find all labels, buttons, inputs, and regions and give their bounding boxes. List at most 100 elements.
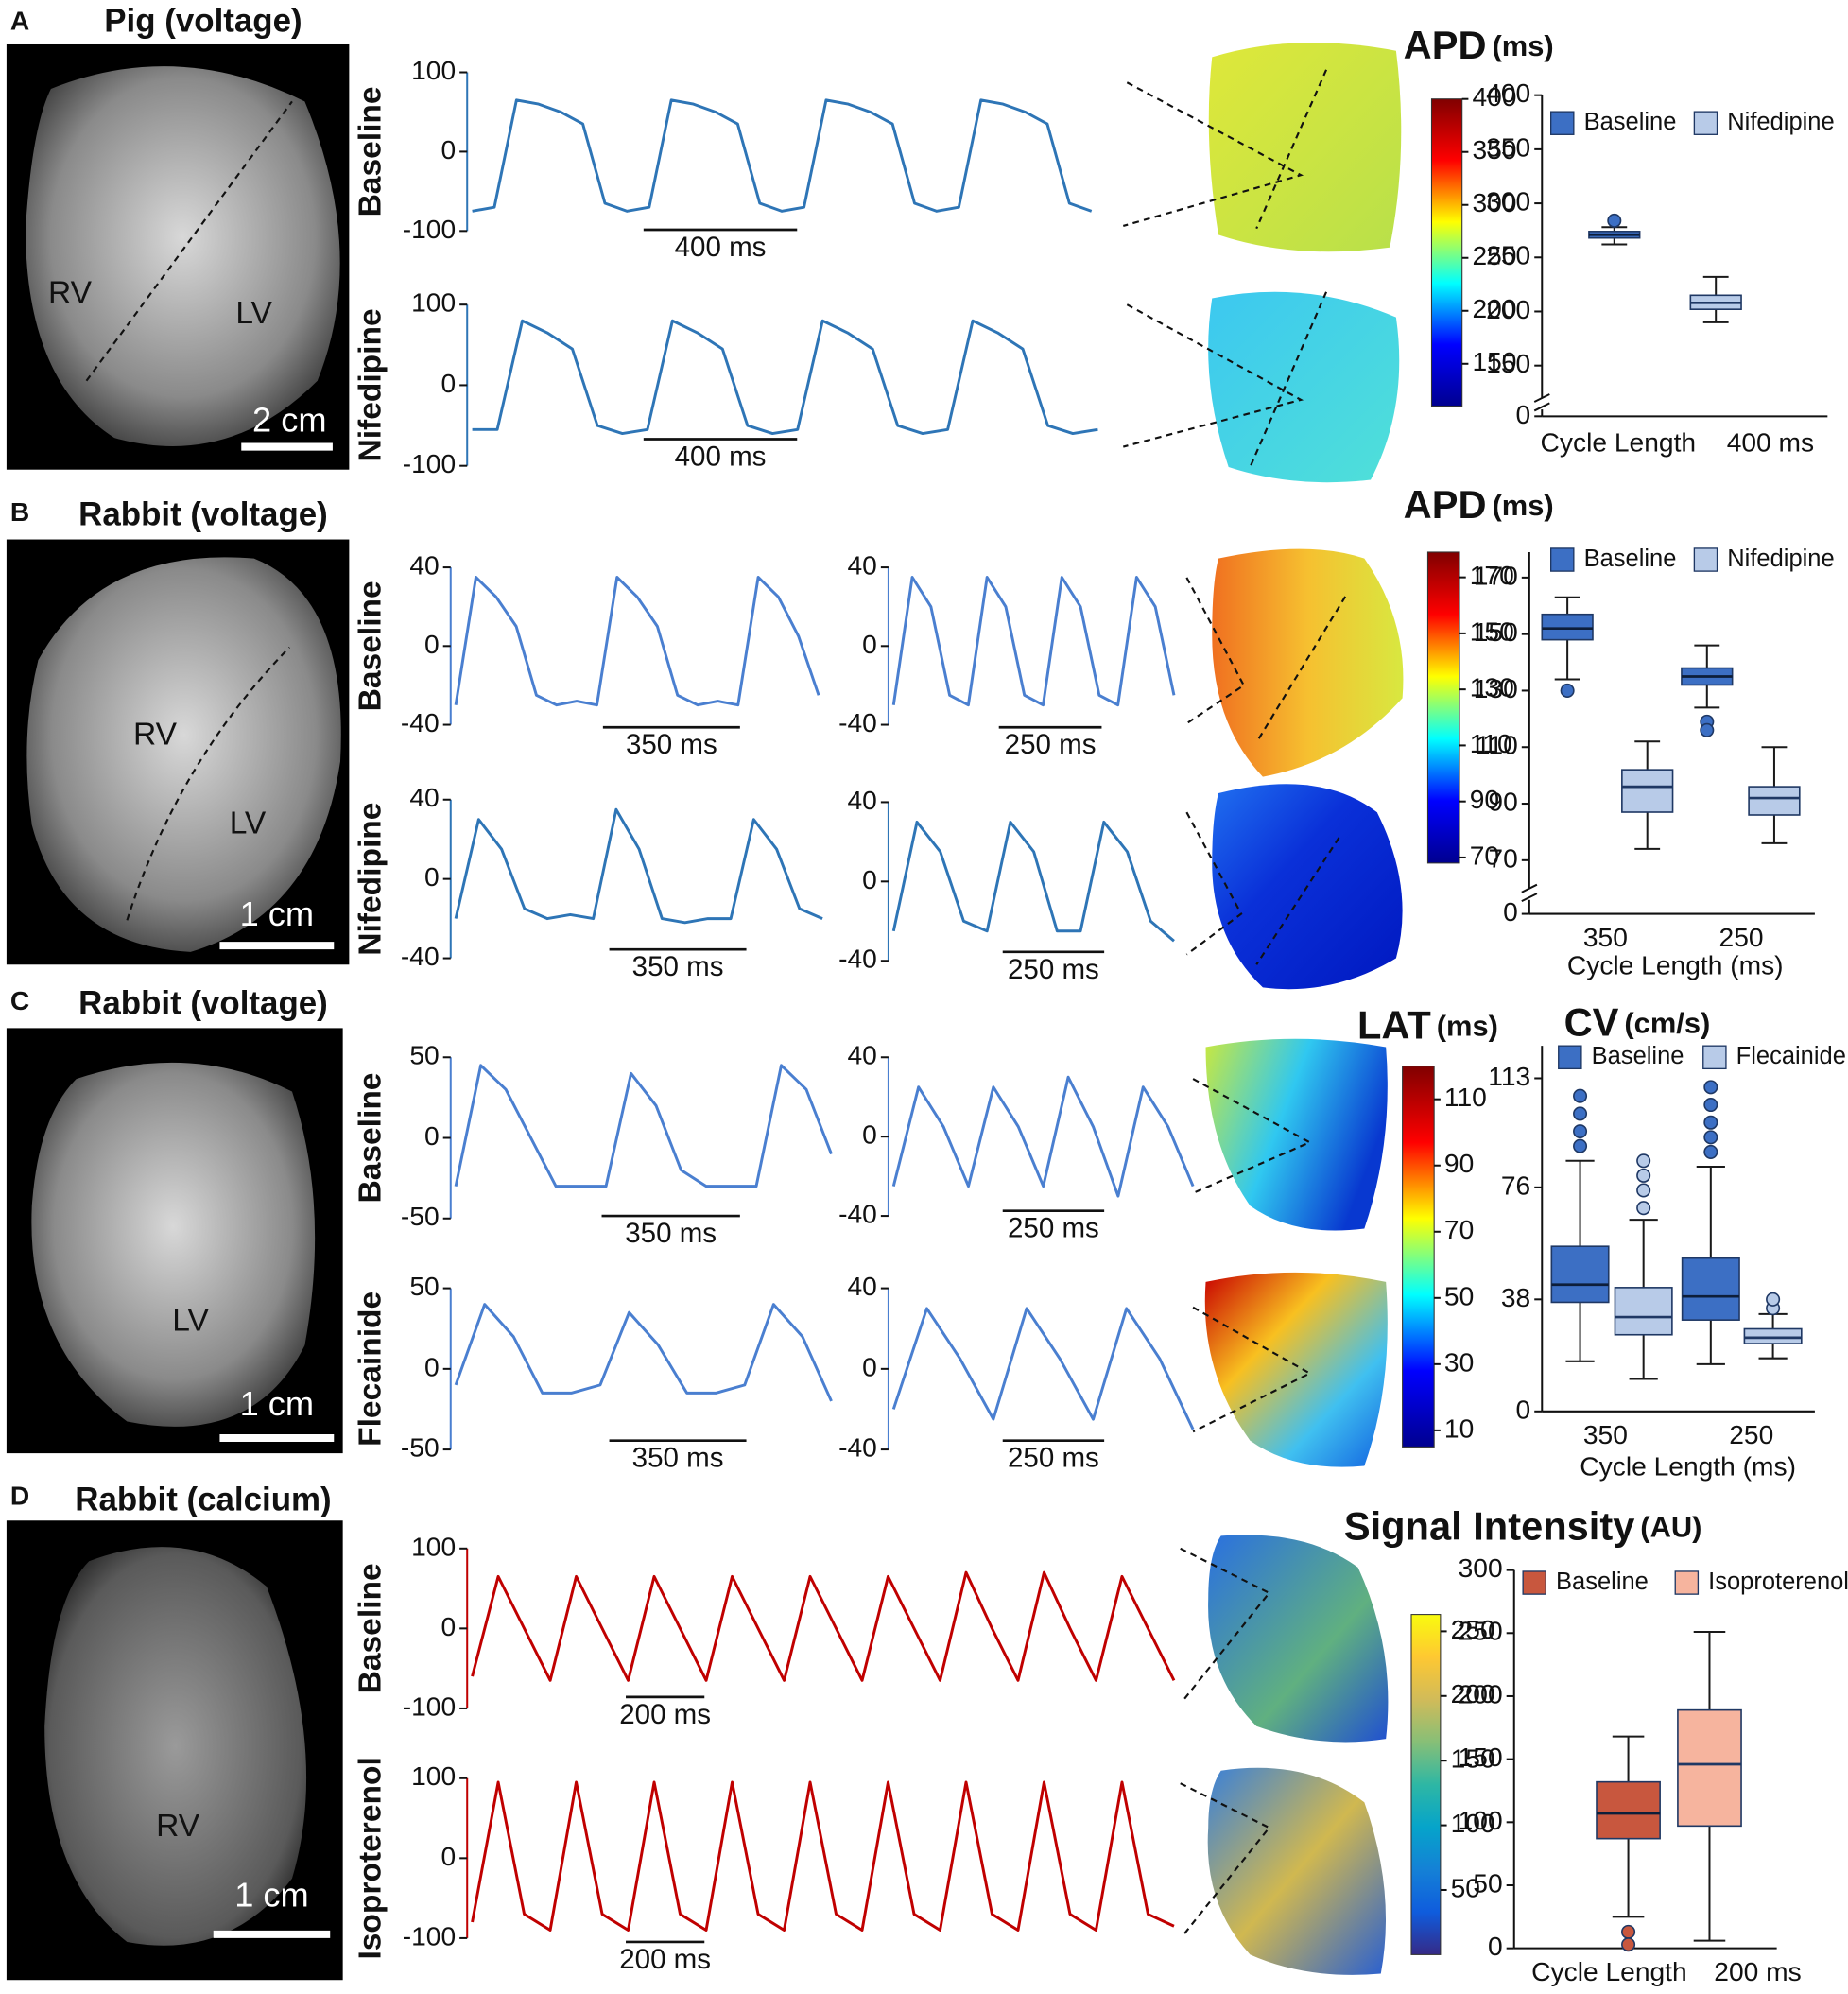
y-tick-label: 150 [1474, 616, 1518, 647]
axis-break [1533, 393, 1550, 412]
y-tick-label: 70 [1444, 1214, 1474, 1244]
region-label: RV [133, 717, 178, 752]
connector [1192, 1306, 1312, 1433]
colorbar [1430, 98, 1463, 407]
x-tick-label: 250 [1719, 922, 1764, 952]
y-tick-label: 0 [1516, 399, 1531, 429]
outlier [1703, 1144, 1718, 1159]
y-tick-label: 100 [411, 1531, 456, 1561]
chart-title: APD (ms) [1404, 482, 1554, 527]
y-tick-label: 10 [1444, 1413, 1474, 1443]
panel-title: Rabbit (voltage) [78, 984, 328, 1021]
y-tick-label: -40 [838, 1199, 877, 1229]
box [1621, 769, 1674, 813]
scale-bar-label: 1 cm [240, 1384, 315, 1423]
y-tick-label: 0 [1503, 896, 1518, 927]
legend-label: Nifedipine [1727, 546, 1834, 572]
region-label: LV [172, 1304, 209, 1339]
legend-swatch [1693, 111, 1718, 135]
trace-label: Nifedipine [353, 308, 388, 461]
time-scale-label: 250 ms [1008, 1443, 1099, 1474]
y-tick-label: -100 [403, 1691, 456, 1721]
trace [472, 319, 1098, 436]
box [1550, 1245, 1610, 1304]
colorbar [1410, 1614, 1442, 1955]
trace [891, 1307, 1195, 1430]
outlier [1573, 1124, 1588, 1139]
y-tick-label: 50 [1451, 1872, 1480, 1902]
y-tick-label: -50 [401, 1432, 440, 1463]
x-tick-label: 250 [1729, 1419, 1773, 1449]
y-tick-label: 110 [1470, 728, 1512, 758]
y-tick-label: -40 [838, 944, 877, 974]
time-scale-label: 350 ms [625, 1218, 717, 1249]
title-main: APD [1404, 482, 1487, 527]
trace [472, 98, 1093, 213]
y-tick-label: 100 [411, 1760, 456, 1791]
panel-title: Pig (voltage) [104, 2, 302, 39]
y-tick-label: -40 [838, 1432, 877, 1463]
y-tick-label: 40 [847, 1271, 876, 1301]
y-tick-label: 90 [1470, 784, 1499, 814]
outlier [1703, 1080, 1718, 1095]
y-tick-label: 113 [1488, 1061, 1530, 1091]
title-main: LAT [1357, 1002, 1431, 1047]
legend-swatch [1522, 1570, 1546, 1595]
trace [454, 576, 820, 707]
heart-shape [26, 557, 341, 952]
y-tick-label: 200 [1486, 294, 1530, 324]
y-tick-label: 0 [862, 1351, 877, 1381]
y-tick-label: 30 [1444, 1346, 1474, 1377]
legend-label: Baseline [1592, 1043, 1684, 1069]
heart-shape [26, 66, 340, 446]
box [1677, 1708, 1742, 1828]
y-tick-label: 90 [1488, 786, 1517, 816]
box [1743, 1327, 1803, 1344]
chart-title: APD (ms) [1404, 23, 1554, 67]
trace-label: Isoproterenol [353, 1757, 388, 1959]
y-tick-label: -100 [403, 214, 456, 244]
scale-bar-label: 2 cm [252, 401, 327, 440]
legend-swatch [1702, 1045, 1727, 1070]
connector [1122, 291, 1328, 468]
y-tick-label: 300 [1486, 186, 1530, 217]
y-tick-label: 150 [1459, 1742, 1503, 1772]
outlier [1636, 1153, 1651, 1169]
y-tick-label: 250 [1486, 240, 1530, 270]
box [1681, 1257, 1740, 1321]
y-tick-label: 150 [1472, 346, 1516, 376]
colorbar [1426, 551, 1460, 864]
legend-label: Baseline [1584, 109, 1677, 135]
region-label: LV [235, 296, 272, 331]
x-axis-label: Cycle Length [1531, 1956, 1687, 1986]
y-tick-label: 0 [862, 1119, 877, 1150]
heart-shape [44, 1547, 307, 1946]
heat-map [1208, 291, 1400, 483]
legend-label: Isoproterenol [1708, 1569, 1848, 1595]
y-tick-label: 0 [862, 864, 877, 894]
y-tick-label: 150 [1451, 1743, 1495, 1774]
connector [1185, 811, 1340, 965]
box [1596, 1780, 1661, 1840]
time-scale-label: 350 ms [626, 729, 717, 760]
region-label: RV [48, 275, 93, 310]
y-tick-label: 0 [1488, 1931, 1503, 1961]
legend-swatch [1550, 111, 1575, 135]
scale-bar-label: 1 cm [240, 894, 315, 933]
box [1541, 613, 1594, 641]
y-tick-label: 40 [847, 785, 876, 815]
title-unit: (ms) [1437, 1010, 1498, 1043]
box [1748, 786, 1801, 816]
y-tick-label: 70 [1488, 842, 1517, 873]
septum-line [126, 646, 291, 921]
trace [891, 576, 1176, 707]
legend-swatch [1674, 1570, 1700, 1595]
panel-title: Rabbit (voltage) [78, 496, 328, 533]
trace-label: Baseline [353, 1563, 388, 1693]
panel-letter: A [10, 6, 29, 36]
panel-letter: C [10, 985, 29, 1015]
y-tick-label: 40 [847, 1040, 876, 1070]
x-axis-label: Cycle Length [1541, 426, 1697, 457]
y-tick-label: 50 [1473, 1867, 1502, 1898]
